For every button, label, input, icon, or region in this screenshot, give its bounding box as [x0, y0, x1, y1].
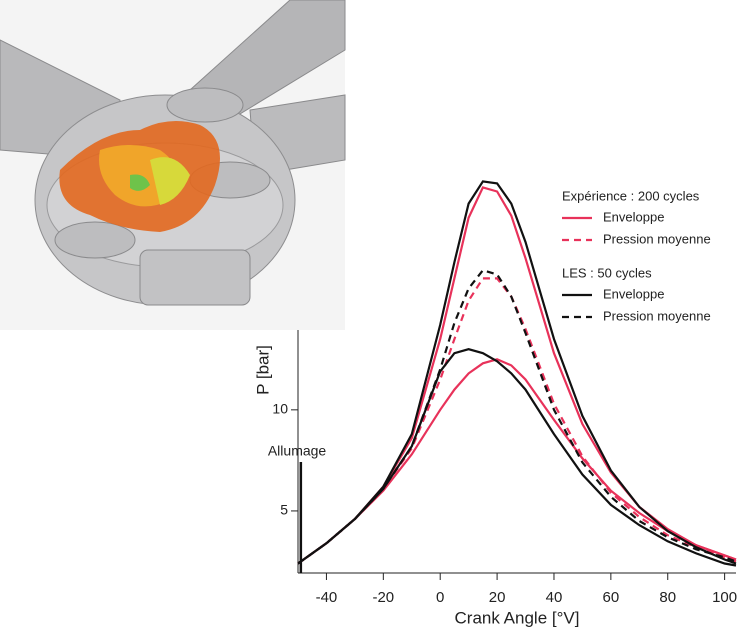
- legend: Expérience : 200 cycles Enveloppe Pression…: [562, 188, 711, 323]
- piston-skirt: [139, 249, 251, 306]
- legend-label: Pression moyenne: [603, 231, 711, 246]
- y-axis-label: P [bar]: [253, 345, 272, 395]
- legend-title: LES : 50 cycles: [562, 265, 652, 280]
- x-tick-label: 60: [603, 589, 620, 606]
- valve: [54, 221, 136, 259]
- y-tick-label: 10: [272, 401, 288, 417]
- x-tick-label: -40: [316, 589, 338, 606]
- x-tick-label: -20: [372, 589, 394, 606]
- x-tick-label: 100: [712, 589, 737, 606]
- x-tick-label: 20: [489, 589, 506, 606]
- legend-label: Enveloppe: [603, 286, 664, 301]
- legend-label: Enveloppe: [603, 209, 664, 224]
- exhaust-pipe: [189, 0, 346, 121]
- x-tick-label: 40: [546, 589, 563, 606]
- flame-core: [150, 157, 190, 205]
- legend-title: Expérience : 200 cycles: [562, 188, 700, 203]
- y-tick-label: 5: [280, 502, 288, 518]
- series-line: [297, 180, 737, 565]
- engine-render: [0, 0, 346, 330]
- flame-core: [130, 174, 150, 191]
- x-tick-label: 80: [659, 589, 676, 606]
- valve: [166, 87, 244, 123]
- plot-area: -40 -20 0 20 40 60 80 100 5 10 Allumage: [268, 147, 737, 606]
- annotation-label: Allumage: [268, 443, 327, 459]
- x-tick-label: 0: [436, 589, 444, 606]
- x-axis-label: Crank Angle [°V]: [455, 608, 580, 627]
- legend-label: Pression moyenne: [603, 308, 711, 323]
- series-line: [297, 269, 737, 565]
